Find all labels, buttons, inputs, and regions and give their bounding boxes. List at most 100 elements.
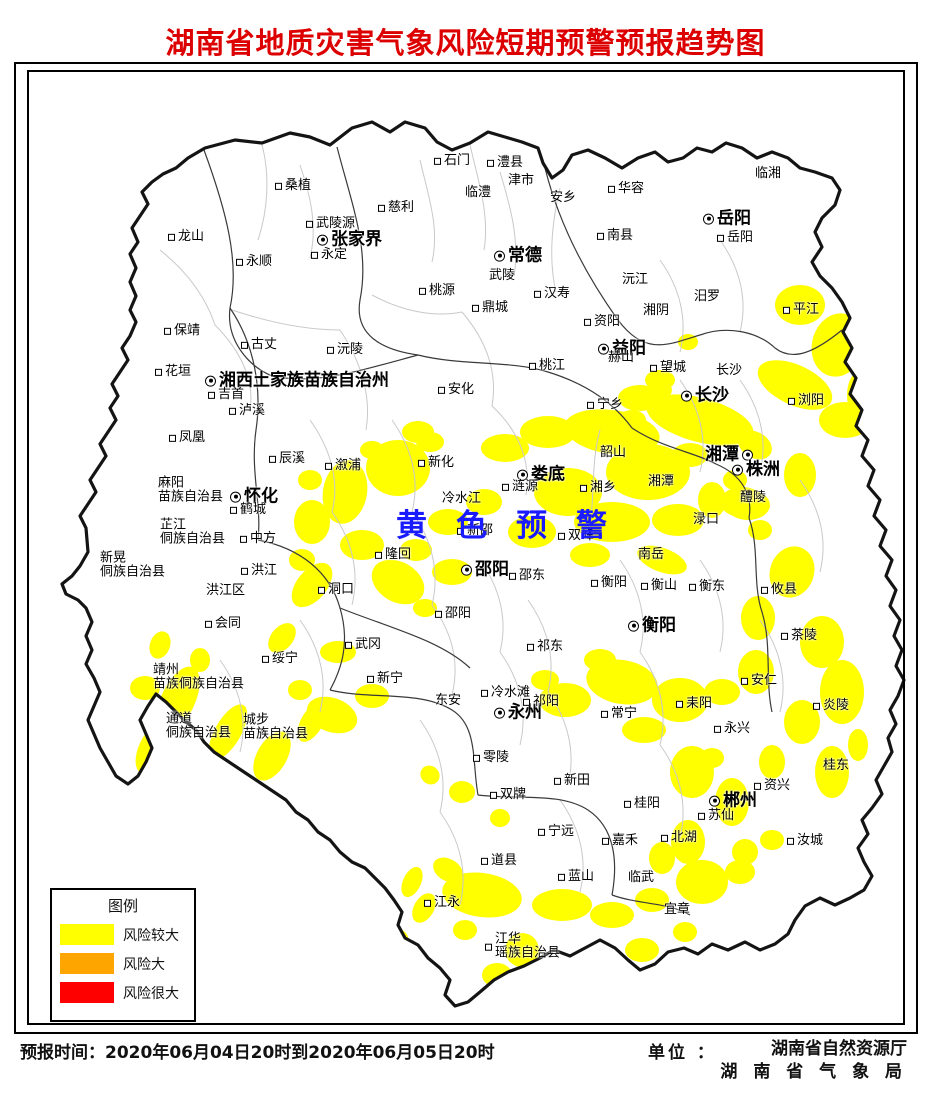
county-label: 武冈 <box>345 637 381 652</box>
county-label: 长沙 <box>716 362 743 378</box>
county-marker-icon <box>367 675 374 683</box>
county-label: 衡山 <box>641 578 677 593</box>
county-label: 龙山 <box>168 229 204 244</box>
county-marker-icon <box>311 251 318 259</box>
county-label: 湘阴 <box>643 302 670 318</box>
legend-label: 风险大 <box>123 956 165 973</box>
prefecture-label: 张家界 <box>317 230 382 250</box>
county-label: 泸溪 <box>229 403 265 418</box>
county-marker-icon <box>473 754 480 762</box>
county-label: 邵阳 <box>435 606 471 621</box>
county-marker-icon <box>345 641 352 649</box>
county-label: 鹤城 <box>230 502 266 517</box>
city-marker-icon <box>517 469 528 481</box>
county-label: 麻阳 苗族自治县 <box>158 475 224 505</box>
county-label: 桂东 <box>823 757 850 773</box>
county-marker-icon <box>485 943 492 951</box>
prefecture-borders <box>203 146 843 916</box>
legend-swatch-red <box>60 982 114 1003</box>
county-marker-icon <box>661 834 668 842</box>
county-marker-icon <box>597 232 604 240</box>
legend-item-very-high: 风险很大 <box>60 982 194 1003</box>
county-label: 邵东 <box>509 568 545 583</box>
county-label: 炎陵 <box>813 698 849 713</box>
county-marker-icon <box>229 407 236 415</box>
county-label: 桂阳 <box>624 796 660 811</box>
province-outline <box>60 120 906 1008</box>
unit-line-1: 湖南省自然资源厅 <box>771 1039 907 1059</box>
city-marker-icon <box>681 390 692 402</box>
city-marker-icon <box>494 250 505 262</box>
county-label: 衡东 <box>689 579 725 594</box>
city-marker-icon <box>461 564 472 576</box>
county-marker-icon <box>487 159 494 167</box>
county-marker-icon <box>481 857 488 865</box>
county-marker-icon <box>787 837 794 845</box>
county-label: 浏阳 <box>788 393 824 408</box>
county-label: 慈利 <box>378 200 414 215</box>
county-marker-icon <box>584 318 591 326</box>
prefecture-label: 邵阳 <box>461 560 509 580</box>
county-marker-icon <box>698 812 705 820</box>
county-label: 鼎城 <box>472 300 508 315</box>
legend-title: 图例 <box>107 897 138 915</box>
prefecture-label: 湘西土家族苗族自治州 <box>205 371 389 391</box>
county-marker-icon <box>558 532 565 540</box>
county-marker-icon <box>754 782 761 790</box>
county-marker-icon <box>375 551 382 559</box>
legend-swatch-orange <box>60 953 114 974</box>
county-label: 资兴 <box>754 778 790 793</box>
county-marker-icon <box>155 368 162 376</box>
county-label: 攸县 <box>761 582 797 597</box>
county-marker-icon <box>717 234 724 242</box>
county-label: 洪江区 <box>206 582 246 598</box>
county-marker-icon <box>650 364 657 372</box>
county-label: 临湘 <box>755 165 782 181</box>
county-label: 平江 <box>783 302 819 317</box>
county-marker-icon <box>327 346 334 354</box>
county-label: 汉寿 <box>534 286 570 301</box>
county-label: 武陵 <box>489 267 516 283</box>
prefecture-label: 娄底 <box>517 465 565 485</box>
page-title: 湖南省地质灾害气象风险短期预警预报趋势图 <box>165 26 766 60</box>
prefecture-label: 郴州 <box>709 791 757 811</box>
county-label: 祁阳 <box>523 694 559 709</box>
county-label: 临澧 <box>465 184 492 200</box>
county-label: 耒阳 <box>676 696 712 711</box>
county-marker-icon <box>538 828 545 836</box>
county-marker-icon <box>714 725 721 733</box>
county-marker-icon <box>558 873 565 881</box>
county-marker-icon <box>438 386 445 394</box>
county-marker-icon <box>236 258 243 266</box>
county-label: 新晃 侗族自治县 <box>100 550 166 580</box>
county-label: 资阳 <box>584 314 620 329</box>
county-label: 溆浦 <box>325 458 361 473</box>
county-marker-icon <box>741 677 748 685</box>
unit-line-2: 湖 南 省 气 象 局 <box>720 1061 907 1082</box>
county-label: 花垣 <box>155 364 191 379</box>
county-label: 东安 <box>435 692 462 708</box>
county-label: 湘潭 <box>648 473 675 489</box>
county-label: 沅江 <box>622 271 649 287</box>
county-label: 渌口 <box>693 511 720 527</box>
county-label: 韶山 <box>600 444 627 460</box>
prefecture-label: 株洲 <box>732 460 780 480</box>
county-label: 洪江 <box>241 563 277 578</box>
county-label: 绥宁 <box>262 651 298 666</box>
city-marker-icon <box>628 620 639 632</box>
county-marker-icon <box>813 702 820 710</box>
county-label: 永兴 <box>714 721 750 736</box>
county-marker-icon <box>325 462 332 470</box>
county-label: 宁乡 <box>587 397 623 412</box>
legend-swatch-yellow <box>60 924 114 945</box>
county-label: 石门 <box>434 153 470 168</box>
county-label: 沅陵 <box>327 342 363 357</box>
county-label: 古丈 <box>241 337 277 352</box>
county-label: 吉首 <box>208 387 244 402</box>
county-label: 南岳 <box>638 546 665 562</box>
county-label: 常宁 <box>601 706 637 721</box>
county-marker-icon <box>554 777 561 785</box>
